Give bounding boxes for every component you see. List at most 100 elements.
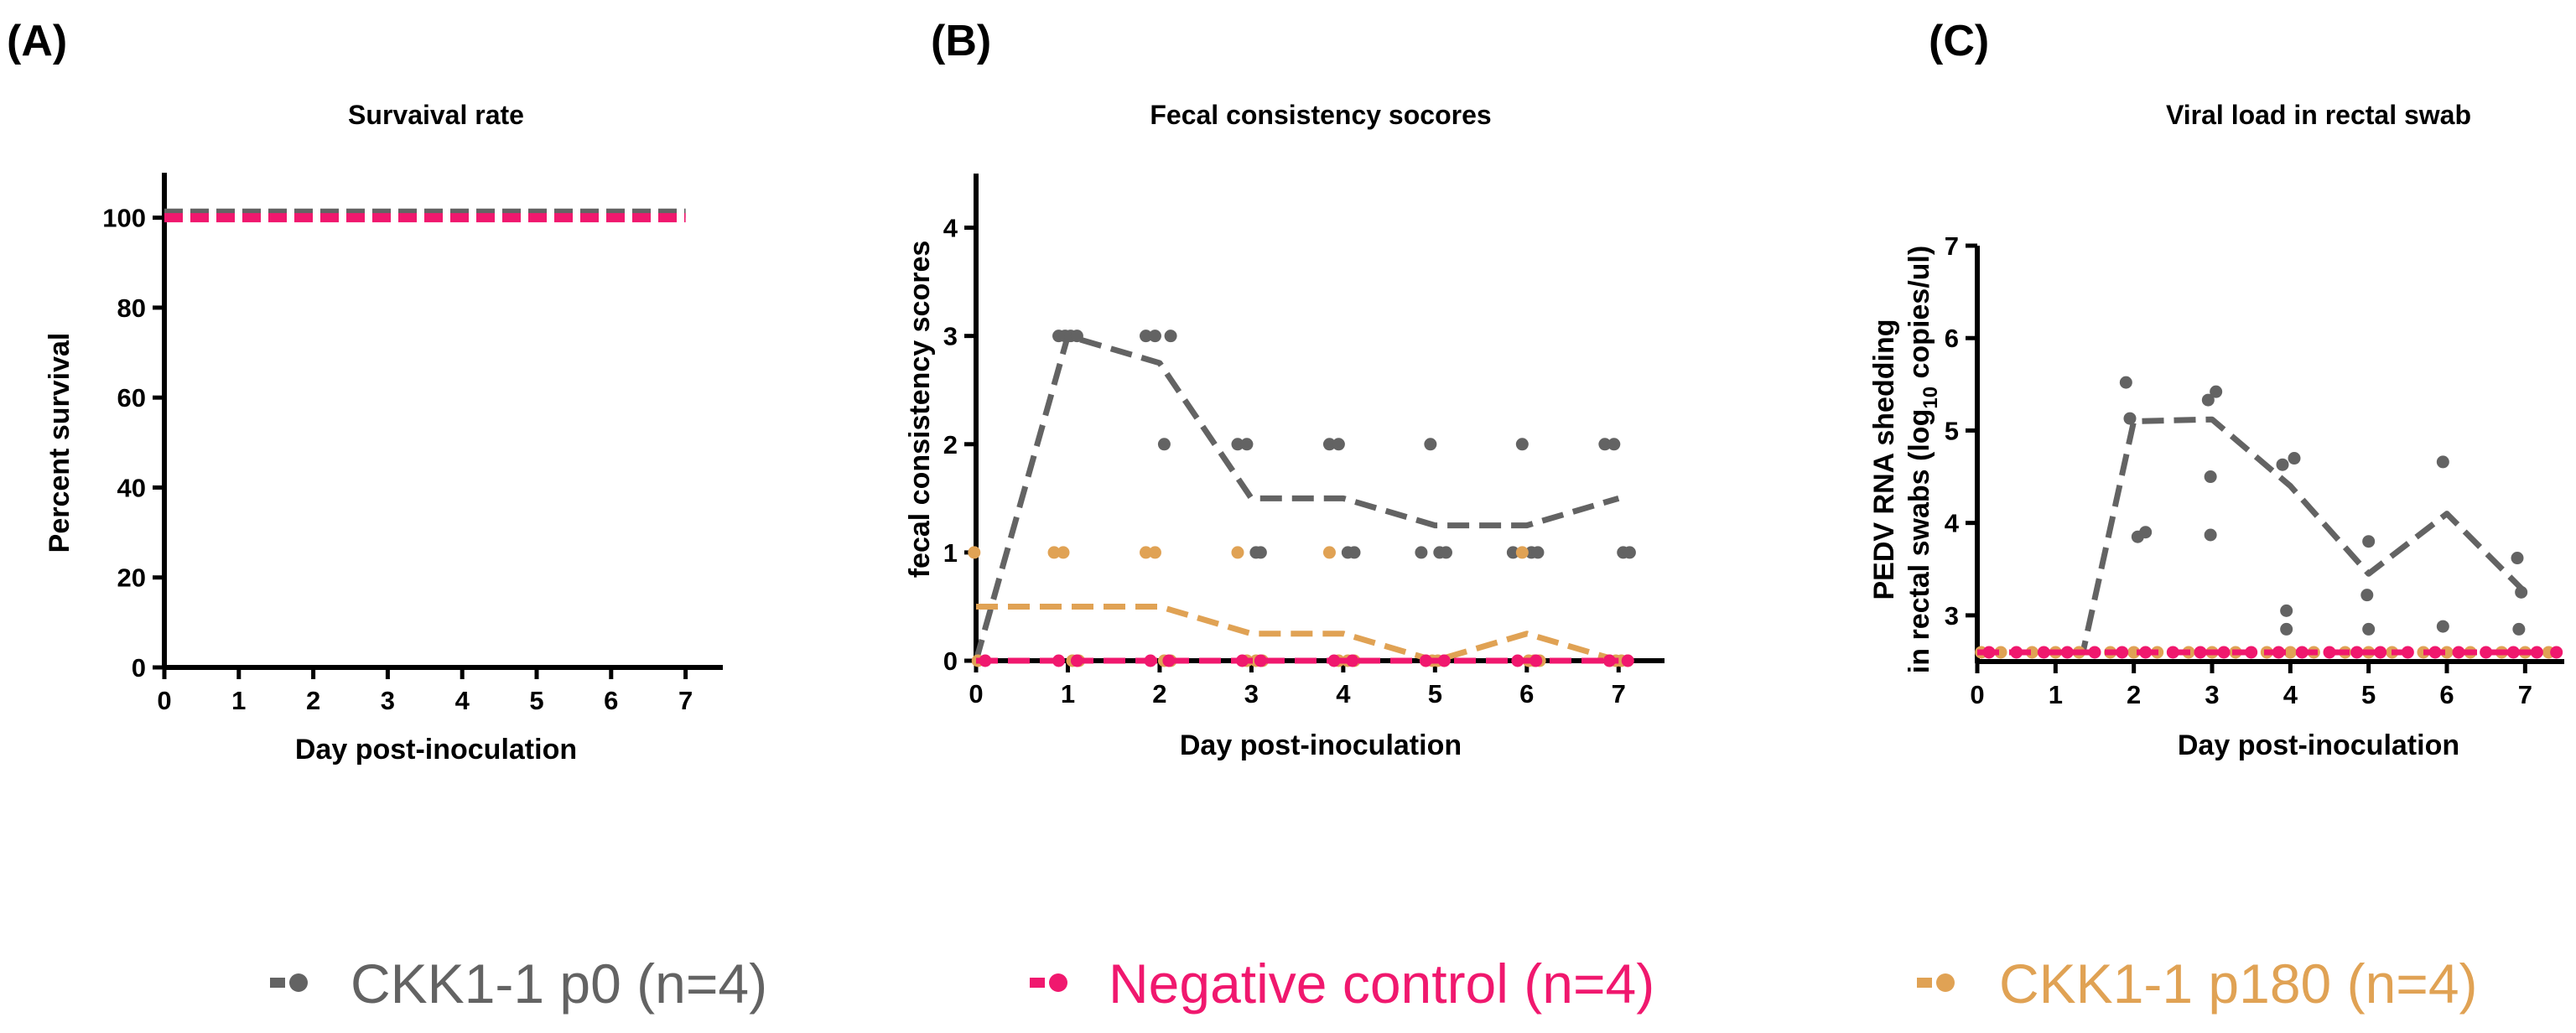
panel-b-y-tick-label: 2 — [943, 430, 958, 459]
panel-b-point-p0 — [1623, 546, 1636, 559]
panel-a-letter: (A) — [7, 17, 67, 65]
panel-b-point-neg — [1346, 654, 1359, 667]
panel-c-xlabel: Day post-inoculation — [2178, 729, 2459, 761]
panel-c-point-neg — [2374, 646, 2387, 659]
panel-b-x-tick-label: 4 — [1336, 679, 1351, 709]
panel-c-point-p180 — [2440, 646, 2454, 659]
panel-c-point-neg — [2550, 646, 2563, 659]
panel-a-x-tick-label: 7 — [678, 686, 693, 715]
panel-c-title: Viral load in rectal swab — [2166, 100, 2471, 130]
panel-b-point-p0 — [1531, 546, 1545, 559]
panel-b-point-p0 — [1506, 546, 1519, 559]
panel-b-point-p0 — [1607, 438, 1621, 451]
panel-b-x-tick-label: 5 — [1428, 679, 1442, 709]
panel-c-x-tick-label: 1 — [2049, 680, 2063, 709]
panel-b-point-p0 — [1515, 438, 1529, 451]
panel-b-y-tick-label: 4 — [943, 214, 958, 243]
legend-dot-p180 — [1936, 973, 1955, 992]
panel-c-point-p0 — [2515, 585, 2528, 599]
panel-c-ylabel-line2: in rectal swabs (log10 copies/ul) — [1903, 246, 1942, 673]
panel-b-x-tick-label: 2 — [1152, 679, 1166, 709]
panel-b-series-line-p180 — [976, 603, 1620, 664]
panel-c-y-tick-label: 3 — [1945, 601, 1959, 631]
panel-c-point-p0 — [2276, 458, 2289, 471]
panel-b-letter: (B) — [931, 17, 991, 65]
panel-c-point-neg — [2166, 646, 2179, 659]
panel-b-point-p0 — [1164, 330, 1177, 343]
panel-c-x-tick-label: 0 — [1970, 680, 1984, 709]
panel-b-point-neg — [1511, 654, 1524, 667]
panel-c-point-p0 — [2436, 620, 2449, 633]
panel-b-point-neg — [1070, 654, 1083, 667]
panel-c-ylabel-subscript: 10 — [1919, 387, 1942, 409]
panel-b-y-tick-label: 1 — [943, 538, 958, 568]
panel-b-point-p180 — [1140, 546, 1153, 559]
panel-c-point-neg — [2060, 646, 2074, 659]
panel-b-y-tick-label: 3 — [943, 322, 958, 351]
panel-a-x-tick-label: 0 — [157, 686, 171, 715]
panel-b-point-p0 — [1148, 330, 1161, 343]
panel-b-point-p180 — [1047, 546, 1061, 559]
panel-c-plot: 0 1 2 3 4 5 6 7 3 4 5 6 7 — [1945, 231, 2564, 709]
panel-a-x-tick-label: 5 — [529, 686, 543, 715]
legend: CKK1-1 p0 (n=4) Negative control (n=4) C… — [270, 953, 2478, 1015]
panel-c-point-p0 — [2204, 470, 2217, 484]
panel-c-point-p0 — [2280, 604, 2293, 617]
panel-b-x-tick-label: 1 — [1061, 679, 1075, 709]
legend-item-p0: CKK1-1 p0 (n=4) — [270, 953, 767, 1015]
panel-c-point-neg — [2350, 646, 2364, 659]
panel-c-point-p0 — [2288, 452, 2301, 465]
panel-c-ylabel-suffix: copies/ul) — [1903, 246, 1935, 387]
panel-c-y-tick-label: 7 — [1945, 231, 1959, 261]
panel-a-x-tick-label: 4 — [455, 686, 470, 715]
panel-b-point-p180 — [1057, 546, 1070, 559]
panel-c-point-p180 — [2127, 646, 2141, 659]
panel-b-point-p180 — [1515, 546, 1529, 559]
panel-c-point-p180 — [2283, 646, 2297, 659]
panel-b-point-p180 — [968, 546, 981, 559]
panel-c-x-tick-label: 6 — [2439, 680, 2454, 709]
panel-b-ylabel: fecal consistency scores — [904, 241, 936, 579]
panel-b-y-tick-label: 0 — [943, 646, 958, 676]
panel-b-plot: 0 1 2 3 4 5 6 7 0 1 2 3 4 — [943, 174, 1665, 709]
legend-label-p180: CKK1-1 p180 (n=4) — [1999, 953, 2478, 1015]
panel-b-point-p0 — [1231, 438, 1244, 451]
panel-a: (A) Survaival rate 0 1 2 3 4 5 6 7020406080100 … — [7, 17, 723, 766]
panel-b-point-p0 — [1598, 438, 1612, 451]
legend-label-p0: CKK1-1 p0 (n=4) — [351, 953, 767, 1015]
panel-b-point-p0 — [1322, 438, 1336, 451]
panel-a-y-tick-label: 100 — [102, 204, 146, 233]
panel-a-y-tick-label: 60 — [117, 383, 146, 413]
panel-c-point-neg — [2401, 646, 2414, 659]
panel-b-point-neg — [1437, 654, 1451, 667]
panel-b-x-tick-label: 0 — [969, 679, 983, 709]
panel-c-x-tick-label: 3 — [2205, 680, 2219, 709]
panel-b-point-neg — [1327, 654, 1341, 667]
panel-c-ylabel-prefix: in rectal swabs (log — [1903, 409, 1935, 674]
panel-c-point-neg — [2116, 646, 2129, 659]
panel-a-y-tick-label: 20 — [117, 563, 146, 593]
panel-a-plot: 0 1 2 3 4 5 6 7 0 20 40 60 80 100 — [102, 173, 723, 715]
panel-b-x-tick-label: 3 — [1244, 679, 1259, 709]
panel-b-point-p180 — [1231, 546, 1244, 559]
panel-b-point-p0 — [1070, 330, 1083, 343]
panel-a-title: Survaival rate — [348, 100, 524, 130]
legend-item-p180: CKK1-1 p180 (n=4) — [1917, 953, 2478, 1015]
panel-a-x-tick-label: 3 — [381, 686, 395, 715]
panel-a-y-tick-label: 0 — [132, 653, 146, 683]
panel-a-xlabel: Day post-inoculation — [295, 734, 577, 766]
panel-b-x-tick-label: 6 — [1519, 679, 1534, 709]
panel-c-point-p0 — [2210, 385, 2223, 398]
panel-c-x-tick-label: 5 — [2361, 680, 2376, 709]
panel-c-x-tick-label: 4 — [2283, 680, 2298, 709]
panel-b-point-p0 — [1140, 330, 1153, 343]
panel-c-point-neg — [2428, 646, 2442, 659]
panel-c-point-neg — [2480, 646, 2493, 659]
panel-c-point-neg — [2245, 646, 2258, 659]
panel-c-point-neg — [2217, 646, 2231, 659]
panel-b-xlabel: Day post-inoculation — [1180, 729, 1462, 761]
panel-c-point-neg — [1982, 646, 1996, 659]
panel-b-point-neg — [1235, 654, 1249, 667]
panel-c-point-neg — [2530, 646, 2543, 659]
